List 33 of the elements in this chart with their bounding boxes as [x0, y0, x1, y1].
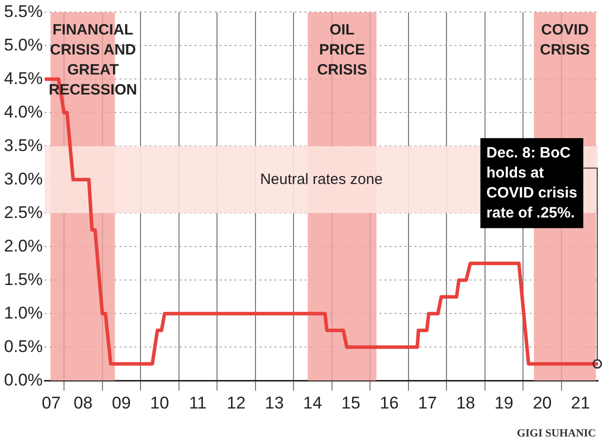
- y-tick-label: 2.5%: [4, 202, 43, 222]
- text: GIGI SUHANIC: [516, 427, 596, 440]
- x-tick-label: 14: [303, 393, 322, 412]
- band-label: OIL PRICE CRISIS: [317, 21, 368, 78]
- y-tick-label: 3.5%: [4, 136, 43, 155]
- annotation: Dec. 8: BoC holds at COVID crisis rate of .25%.: [486, 144, 578, 222]
- band-label: COVID CRISIS: [540, 21, 590, 58]
- x-tick-label: 11: [188, 393, 207, 412]
- y-tick-label: 5.0%: [4, 35, 43, 54]
- x-tick-label: 09: [112, 393, 131, 412]
- y-tick-label: 4.0%: [4, 102, 43, 122]
- band-label: Neutral rates zone: [260, 170, 383, 188]
- x-tick-label: 18: [456, 393, 476, 412]
- y-tick-label: 5.5%: [4, 2, 43, 21]
- x-tick-label: 19: [494, 393, 514, 412]
- x-tick-label: 13: [264, 393, 284, 412]
- x-tick-label: 17: [418, 393, 437, 412]
- x-tick-label: 20: [532, 393, 552, 412]
- x-tick-label: 10: [150, 393, 170, 412]
- y-tick-label: 4.5%: [4, 68, 43, 88]
- x-tick-label: 15: [341, 393, 360, 412]
- y-tick-label: 1.0%: [4, 303, 43, 322]
- x-tick-label: 16: [380, 393, 399, 412]
- y-tick-label: 0.5%: [4, 336, 43, 356]
- band-label: FINANCIAL CRISIS AND GREAT RECESSION: [48, 21, 138, 98]
- y-tick-label: 0.0%: [4, 370, 43, 390]
- x-tick-label: 21: [571, 393, 590, 412]
- x-tick-label: 07: [42, 393, 61, 412]
- y-tick-label: 1.5%: [4, 270, 43, 289]
- x-tick-label: 08: [74, 393, 93, 412]
- y-tick-label: 2.0%: [4, 236, 43, 256]
- x-tick-label: 12: [226, 393, 246, 412]
- y-tick-label: 3.0%: [4, 169, 43, 188]
